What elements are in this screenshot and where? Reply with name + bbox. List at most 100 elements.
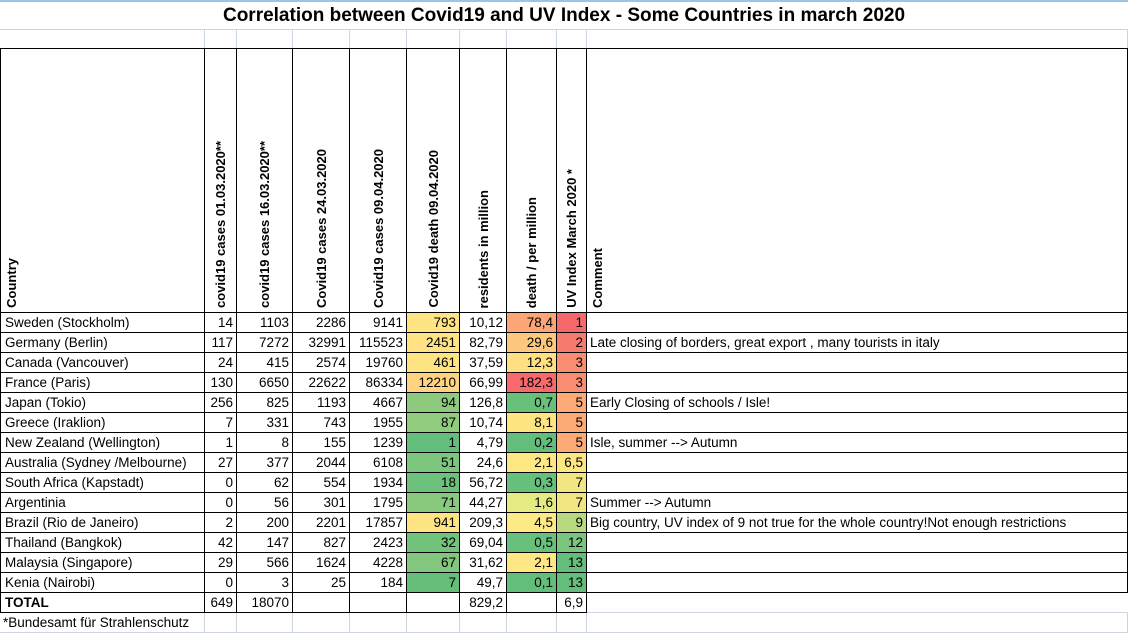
cell-cases-09-04-2020[interactable]: 1934 [350, 473, 407, 493]
cell-residents-in-million[interactable]: 31,62 [460, 553, 507, 573]
cell-uv-index[interactable]: 6,5 [557, 453, 587, 473]
cell-cases-01-03-2020[interactable]: 117 [205, 333, 237, 353]
cell-cases-24-03-2020[interactable]: 2201 [293, 513, 350, 533]
cell-comment[interactable] [587, 453, 1128, 473]
cell-death-per-million[interactable]: 0,3 [507, 473, 557, 493]
cell-cases-16-03-2020[interactable]: 8 [237, 433, 293, 453]
column-header-death-per-million[interactable]: death / per million [507, 48, 557, 313]
cell-cases-09-04-2020[interactable]: 1795 [350, 493, 407, 513]
cell-cases-09-04-2020[interactable]: 4228 [350, 553, 407, 573]
cell-country[interactable]: Thailand (Bangkok) [0, 533, 205, 553]
cell-country[interactable]: Brazil (Rio de Janeiro) [0, 513, 205, 533]
cell-total-uv-index-march-2020[interactable]: 6,9 [557, 593, 587, 613]
cell-comment[interactable] [587, 473, 1128, 493]
cell-residents-in-million[interactable]: 37,59 [460, 353, 507, 373]
cell-comment[interactable]: Summer --> Autumn [587, 493, 1128, 513]
cell-cases-09-04-2020[interactable]: 6108 [350, 453, 407, 473]
cell-cases-09-04-2020[interactable]: 4667 [350, 393, 407, 413]
cell-cases-01-03-2020[interactable]: 7 [205, 413, 237, 433]
cell-death-09-04-2020[interactable]: 32 [407, 533, 460, 553]
column-header-cases-24-03-2020[interactable]: Covid19 cases 24.03.2020 [293, 48, 350, 313]
cell-cases-16-03-2020[interactable]: 1103 [237, 313, 293, 333]
column-header-cases-09-04-2020[interactable]: Covid19 cases 09.04.2020 [350, 48, 407, 313]
cell-uv-index[interactable]: 12 [557, 533, 587, 553]
cell-death-per-million[interactable]: 0,1 [507, 573, 557, 593]
column-header-cases-16-03-2020[interactable]: covid19 cases 16.03.2020** [237, 48, 293, 313]
cell-death-09-04-2020[interactable]: 51 [407, 453, 460, 473]
cell-cases-24-03-2020[interactable]: 743 [293, 413, 350, 433]
cell-comment[interactable]: Early Closing of schools / Isle! [587, 393, 1128, 413]
cell-death-09-04-2020[interactable]: 7 [407, 573, 460, 593]
cell-residents-in-million[interactable]: 49,7 [460, 573, 507, 593]
cell-uv-index[interactable]: 3 [557, 353, 587, 373]
cell-death-09-04-2020[interactable]: 18 [407, 473, 460, 493]
cell-cases-16-03-2020[interactable]: 331 [237, 413, 293, 433]
column-header-country[interactable]: Country [0, 48, 205, 313]
cell-cases-16-03-2020[interactable]: 415 [237, 353, 293, 373]
cell-cases-09-04-2020[interactable]: 1239 [350, 433, 407, 453]
cell-cases-24-03-2020[interactable]: 1193 [293, 393, 350, 413]
cell-total-residents-in-million[interactable]: 829,2 [460, 593, 507, 613]
cell-residents-in-million[interactable]: 66,99 [460, 373, 507, 393]
cell-cases-01-03-2020[interactable]: 2 [205, 513, 237, 533]
cell-cases-01-03-2020[interactable]: 42 [205, 533, 237, 553]
cell-cases-09-04-2020[interactable]: 17857 [350, 513, 407, 533]
cell-residents-in-million[interactable]: 24,6 [460, 453, 507, 473]
cell-country[interactable]: Germany (Berlin) [0, 333, 205, 353]
cell-uv-index[interactable]: 5 [557, 393, 587, 413]
cell-comment[interactable] [587, 533, 1128, 553]
cell-country[interactable]: Argentinia [0, 493, 205, 513]
cell-cases-09-04-2020[interactable]: 86334 [350, 373, 407, 393]
cell-cases-24-03-2020[interactable]: 2574 [293, 353, 350, 373]
cell-comment[interactable]: Late closing of borders, great export , … [587, 333, 1128, 353]
cell-cases-09-04-2020[interactable]: 184 [350, 573, 407, 593]
cell-death-per-million[interactable]: 0,7 [507, 393, 557, 413]
cell-death-per-million[interactable]: 0,5 [507, 533, 557, 553]
cell-cases-24-03-2020[interactable]: 827 [293, 533, 350, 553]
column-header-death-09-04-2020[interactable]: Covid19 death 09.04.2020 [407, 48, 460, 313]
cell-uv-index[interactable]: 9 [557, 513, 587, 533]
cell-cases-01-03-2020[interactable]: 0 [205, 473, 237, 493]
footnote-cell[interactable]: *Bundesamt für Strahlenschutz [0, 613, 205, 633]
cell-cases-16-03-2020[interactable]: 147 [237, 533, 293, 553]
cell-country[interactable]: Japan (Tokio) [0, 393, 205, 413]
cell-cases-24-03-2020[interactable]: 2044 [293, 453, 350, 473]
cell-residents-in-million[interactable]: 69,04 [460, 533, 507, 553]
cell-total-cases-01-03-2020[interactable]: 649 [205, 593, 237, 613]
cell-cases-16-03-2020[interactable]: 56 [237, 493, 293, 513]
cell-country[interactable]: Australia (Sydney /Melbourne) [0, 453, 205, 473]
cell-death-per-million[interactable]: 0,2 [507, 433, 557, 453]
cell-death-per-million[interactable]: 2,1 [507, 453, 557, 473]
cell-death-09-04-2020[interactable]: 941 [407, 513, 460, 533]
cell-residents-in-million[interactable]: 10,12 [460, 313, 507, 333]
cell-comment[interactable] [587, 313, 1128, 333]
cell-residents-in-million[interactable]: 82,79 [460, 333, 507, 353]
cell-uv-index[interactable]: 5 [557, 413, 587, 433]
cell-comment[interactable]: Isle, summer --> Autumn [587, 433, 1128, 453]
cell-uv-index[interactable]: 2 [557, 333, 587, 353]
cell-comment[interactable] [587, 413, 1128, 433]
cell-uv-index[interactable]: 5 [557, 433, 587, 453]
cell-death-09-04-2020[interactable]: 87 [407, 413, 460, 433]
cell-country[interactable]: New Zealand (Wellington) [0, 433, 205, 453]
cell-death-09-04-2020[interactable]: 67 [407, 553, 460, 573]
cell-death-09-04-2020[interactable]: 793 [407, 313, 460, 333]
cell-comment[interactable]: Big country, UV index of 9 not true for … [587, 513, 1128, 533]
cell-cases-01-03-2020[interactable]: 1 [205, 433, 237, 453]
cell-death-09-04-2020[interactable]: 461 [407, 353, 460, 373]
cell-residents-in-million[interactable]: 10,74 [460, 413, 507, 433]
cell-residents-in-million[interactable]: 126,8 [460, 393, 507, 413]
cell-cases-16-03-2020[interactable]: 377 [237, 453, 293, 473]
cell-cases-24-03-2020[interactable]: 25 [293, 573, 350, 593]
cell-death-per-million[interactable]: 78,4 [507, 313, 557, 333]
cell-country[interactable]: Canada (Vancouver) [0, 353, 205, 373]
cell-cases-01-03-2020[interactable]: 14 [205, 313, 237, 333]
cell-cases-16-03-2020[interactable]: 200 [237, 513, 293, 533]
cell-country[interactable]: South Africa (Kapstadt) [0, 473, 205, 493]
cell-total-cases-24-03-2020[interactable] [293, 593, 350, 613]
cell-total-label[interactable]: TOTAL [0, 593, 205, 613]
cell-uv-index[interactable]: 1 [557, 313, 587, 333]
cell-cases-24-03-2020[interactable]: 155 [293, 433, 350, 453]
cell-cases-24-03-2020[interactable]: 301 [293, 493, 350, 513]
cell-cases-24-03-2020[interactable]: 1624 [293, 553, 350, 573]
